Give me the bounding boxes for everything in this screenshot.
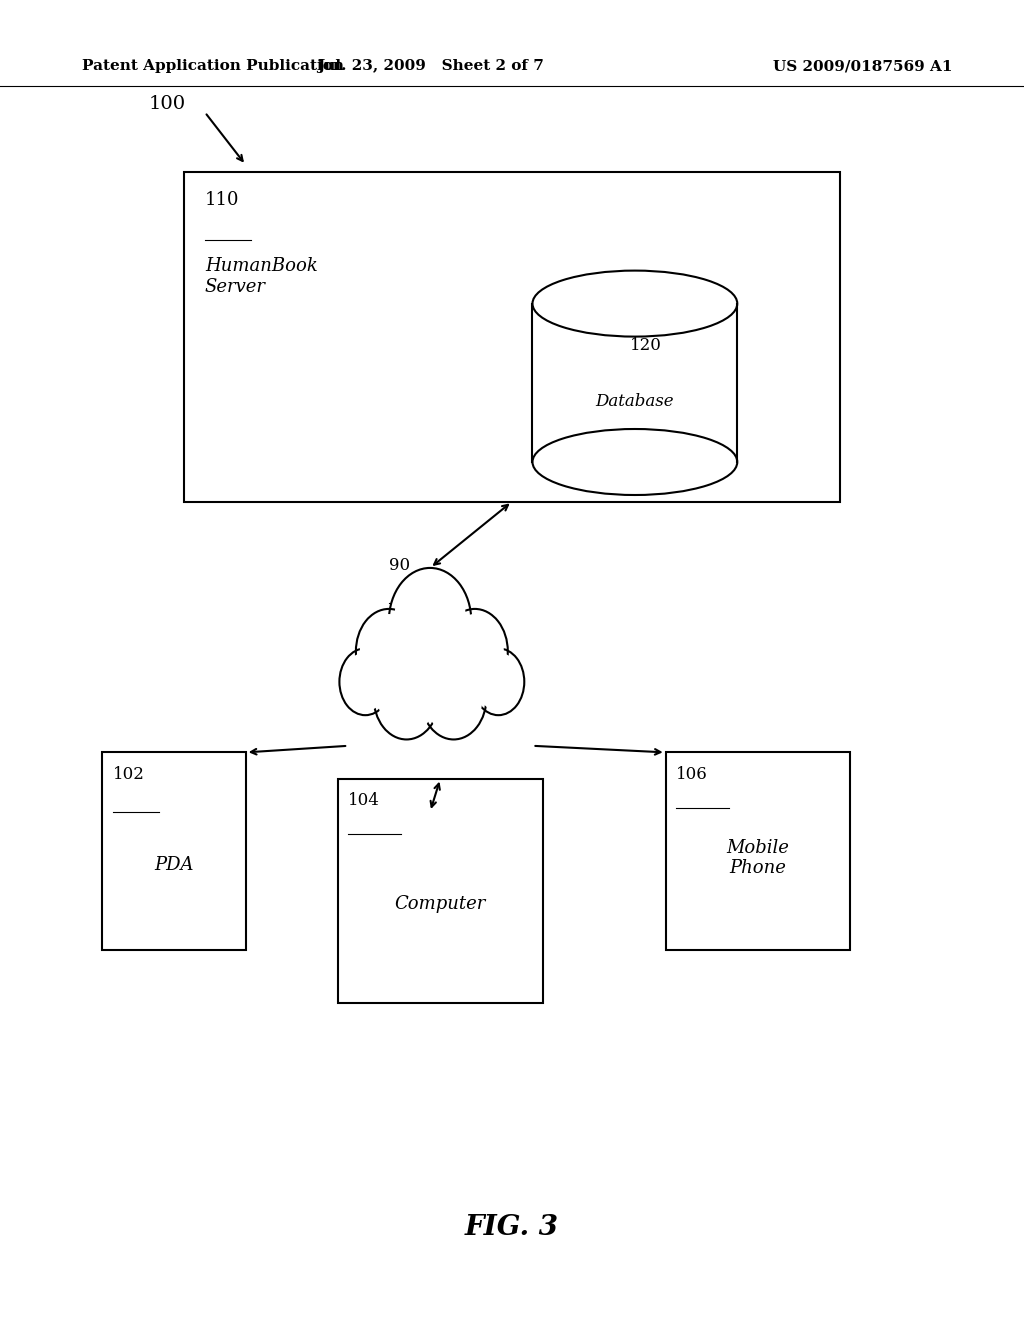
Circle shape — [392, 595, 468, 693]
Circle shape — [394, 574, 466, 668]
FancyBboxPatch shape — [184, 172, 840, 502]
Circle shape — [356, 609, 422, 694]
Circle shape — [339, 648, 391, 715]
Text: HumanBook
Server: HumanBook Server — [205, 257, 317, 296]
Circle shape — [472, 648, 524, 715]
Circle shape — [342, 652, 388, 711]
Circle shape — [374, 655, 439, 739]
Circle shape — [425, 660, 482, 734]
Circle shape — [445, 614, 504, 689]
Polygon shape — [532, 304, 737, 462]
Circle shape — [389, 568, 471, 675]
Text: 110: 110 — [205, 191, 240, 210]
Text: US 2009/0187569 A1: US 2009/0187569 A1 — [773, 59, 952, 74]
Text: 100: 100 — [148, 95, 185, 114]
Circle shape — [475, 652, 521, 711]
Text: 120: 120 — [630, 337, 662, 354]
Circle shape — [397, 601, 463, 686]
Circle shape — [421, 655, 486, 739]
Text: Database: Database — [596, 393, 674, 411]
Ellipse shape — [532, 429, 737, 495]
Text: Mobile
Phone: Mobile Phone — [726, 838, 790, 878]
Text: 104: 104 — [348, 792, 380, 809]
Text: 106: 106 — [676, 766, 708, 783]
Text: PDA: PDA — [155, 855, 194, 874]
Text: Jul. 23, 2009   Sheet 2 of 7: Jul. 23, 2009 Sheet 2 of 7 — [316, 59, 544, 74]
Text: 90: 90 — [389, 557, 411, 574]
FancyBboxPatch shape — [102, 752, 246, 950]
Text: FIG. 3: FIG. 3 — [465, 1214, 559, 1241]
Ellipse shape — [532, 271, 737, 337]
Text: www: www — [409, 669, 452, 686]
FancyBboxPatch shape — [666, 752, 850, 950]
Circle shape — [359, 614, 418, 689]
Text: Computer: Computer — [394, 895, 486, 913]
Text: 102: 102 — [113, 766, 144, 783]
Text: Patent Application Publication: Patent Application Publication — [82, 59, 344, 74]
Circle shape — [442, 609, 508, 694]
FancyBboxPatch shape — [338, 779, 543, 1003]
Circle shape — [378, 660, 435, 734]
